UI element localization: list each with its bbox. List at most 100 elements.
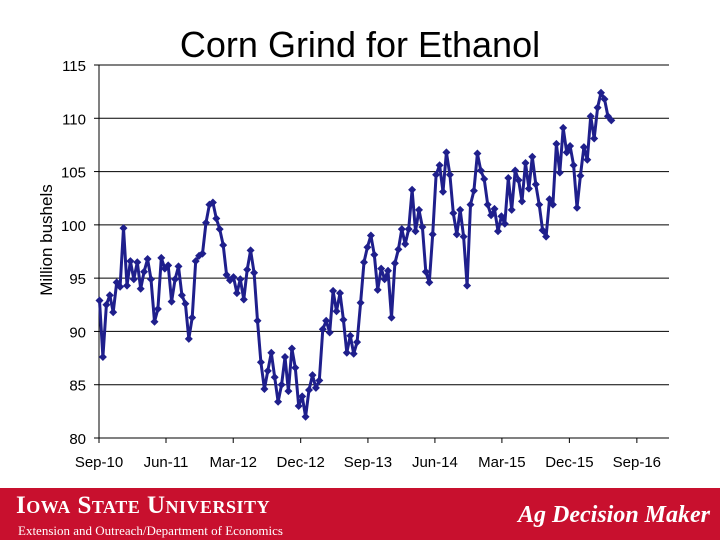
data-point bbox=[229, 273, 238, 282]
data-point bbox=[579, 143, 588, 152]
data-point bbox=[411, 227, 420, 236]
department-label: Extension and Outreach/Department of Eco… bbox=[18, 523, 283, 538]
data-point bbox=[373, 285, 382, 294]
series-group bbox=[95, 88, 616, 421]
data-point bbox=[449, 209, 458, 218]
data-point bbox=[260, 385, 269, 393]
data-point bbox=[116, 282, 125, 291]
data-point bbox=[380, 275, 389, 284]
x-tick-label: Dec-12 bbox=[277, 454, 325, 471]
data-point bbox=[445, 170, 454, 179]
data-point bbox=[191, 257, 200, 266]
data-point bbox=[212, 214, 221, 223]
data-point bbox=[497, 212, 506, 221]
y-tick-label: 90 bbox=[69, 324, 86, 341]
data-point bbox=[167, 297, 176, 306]
series-line bbox=[98, 91, 613, 419]
data-point bbox=[456, 205, 465, 214]
data-point bbox=[270, 373, 279, 382]
data-point bbox=[250, 268, 259, 277]
data-point bbox=[119, 224, 128, 233]
data-point bbox=[483, 200, 492, 209]
data-point bbox=[287, 344, 296, 353]
data-point bbox=[267, 348, 276, 357]
ag-decision-maker-logo: Ag Decision Maker bbox=[518, 502, 710, 528]
data-point bbox=[188, 313, 197, 322]
data-point bbox=[332, 307, 341, 316]
data-point bbox=[500, 219, 509, 228]
data-point bbox=[202, 218, 210, 227]
data-point bbox=[129, 275, 138, 284]
data-point bbox=[308, 371, 317, 380]
data-point bbox=[459, 232, 468, 241]
data-point bbox=[566, 142, 575, 150]
data-point bbox=[263, 366, 272, 375]
data-point bbox=[390, 259, 399, 268]
data-point bbox=[298, 392, 307, 401]
data-point bbox=[222, 270, 231, 279]
data-point bbox=[473, 149, 482, 158]
data-point bbox=[346, 331, 355, 340]
data-point bbox=[342, 348, 351, 357]
data-point bbox=[401, 240, 410, 248]
data-point bbox=[215, 225, 224, 234]
data-point bbox=[542, 232, 551, 241]
data-point bbox=[177, 291, 186, 300]
data-point bbox=[95, 296, 104, 305]
data-point bbox=[363, 243, 372, 252]
x-tick-label: Mar-15 bbox=[478, 454, 526, 471]
data-point bbox=[157, 253, 166, 262]
y-tick-label: 105 bbox=[61, 165, 86, 182]
data-point bbox=[253, 316, 262, 325]
data-point bbox=[466, 200, 475, 209]
data-point bbox=[336, 289, 344, 298]
chart-title: Corn Grind for Ethanol bbox=[179, 24, 541, 65]
data-point bbox=[133, 258, 142, 267]
data-point bbox=[322, 316, 331, 325]
data-point bbox=[102, 300, 111, 309]
data-point bbox=[370, 250, 379, 259]
data-point bbox=[404, 225, 413, 234]
data-point bbox=[514, 176, 523, 185]
data-point bbox=[294, 402, 303, 410]
data-point bbox=[528, 152, 537, 161]
data-point bbox=[435, 161, 444, 170]
data-point bbox=[164, 261, 173, 270]
data-point bbox=[408, 185, 417, 194]
data-point bbox=[236, 275, 245, 284]
y-axis-label: Million bushels bbox=[37, 184, 56, 296]
data-point bbox=[349, 349, 358, 358]
data-point bbox=[545, 195, 554, 204]
data-point bbox=[573, 203, 581, 212]
data-point bbox=[600, 95, 609, 104]
data-point bbox=[494, 227, 502, 236]
data-point bbox=[305, 386, 313, 394]
data-point bbox=[432, 170, 441, 179]
data-point bbox=[198, 249, 207, 258]
x-tick-label: Mar-12 bbox=[209, 454, 257, 471]
data-point bbox=[243, 265, 252, 274]
data-point bbox=[140, 267, 149, 276]
data-point bbox=[366, 231, 375, 240]
data-point bbox=[463, 281, 472, 290]
data-point bbox=[593, 103, 602, 112]
y-tick-label: 110 bbox=[62, 111, 86, 128]
data-point bbox=[126, 257, 135, 266]
data-point bbox=[219, 241, 228, 250]
axes bbox=[94, 64, 669, 443]
data-point bbox=[428, 230, 437, 239]
data-point bbox=[452, 230, 461, 239]
data-point bbox=[480, 175, 489, 183]
data-point bbox=[150, 317, 159, 326]
data-point bbox=[387, 313, 396, 322]
data-point bbox=[301, 412, 310, 421]
data-point bbox=[538, 226, 547, 235]
y-tick-label: 85 bbox=[69, 378, 86, 395]
data-point bbox=[147, 275, 155, 284]
data-point bbox=[318, 325, 327, 334]
data-point bbox=[394, 245, 403, 254]
data-point bbox=[504, 174, 513, 182]
x-tick-labels: Sep-10 Jun-11 Mar-12 Dec-12 Sep-13 Jun-14 Mar-… bbox=[75, 454, 661, 471]
data-point bbox=[562, 148, 571, 157]
x-tick-label: Dec-15 bbox=[545, 454, 593, 471]
